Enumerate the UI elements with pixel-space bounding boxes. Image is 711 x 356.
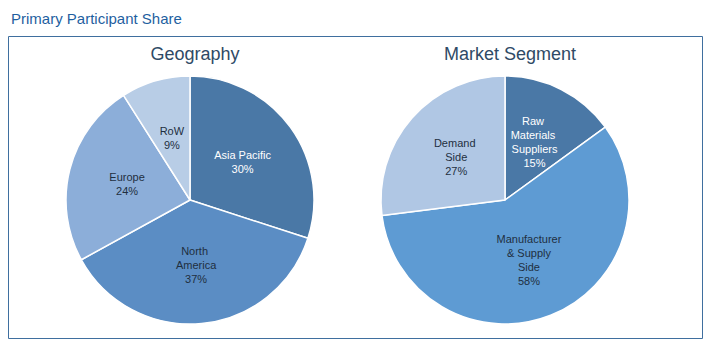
svg-text:Geography: Geography [150, 44, 239, 64]
svg-text:24%: 24% [116, 185, 138, 197]
svg-text:Manufacturer: Manufacturer [497, 233, 562, 245]
svg-text:Market Segment: Market Segment [444, 44, 576, 64]
svg-text:Side: Side [445, 151, 467, 163]
svg-text:& Supply: & Supply [504, 247, 554, 259]
svg-text:58%: 58% [518, 275, 540, 287]
svg-text:Raw: Raw [522, 115, 547, 127]
svg-text:Europe: Europe [109, 171, 144, 183]
svg-text:Suppliers: Suppliers [512, 143, 558, 155]
svg-text:37%: 37% [185, 273, 207, 285]
svg-text:9%: 9% [164, 139, 180, 151]
svg-text:RoW: RoW [160, 125, 185, 137]
svg-text:Materials: Materials [511, 129, 559, 141]
svg-text:30%: 30% [232, 163, 254, 175]
svg-text:America: America [176, 259, 217, 271]
svg-text:Demand: Demand [434, 137, 479, 149]
svg-text:15%: 15% [523, 157, 545, 169]
svg-text:Asia Pacific: Asia Pacific [214, 149, 271, 161]
svg-text:North: North [181, 245, 211, 257]
svg-text:Side: Side [518, 261, 540, 273]
svg-text:Primary Participant Share: Primary Participant Share [11, 10, 182, 27]
svg-text:27%: 27% [445, 165, 467, 177]
